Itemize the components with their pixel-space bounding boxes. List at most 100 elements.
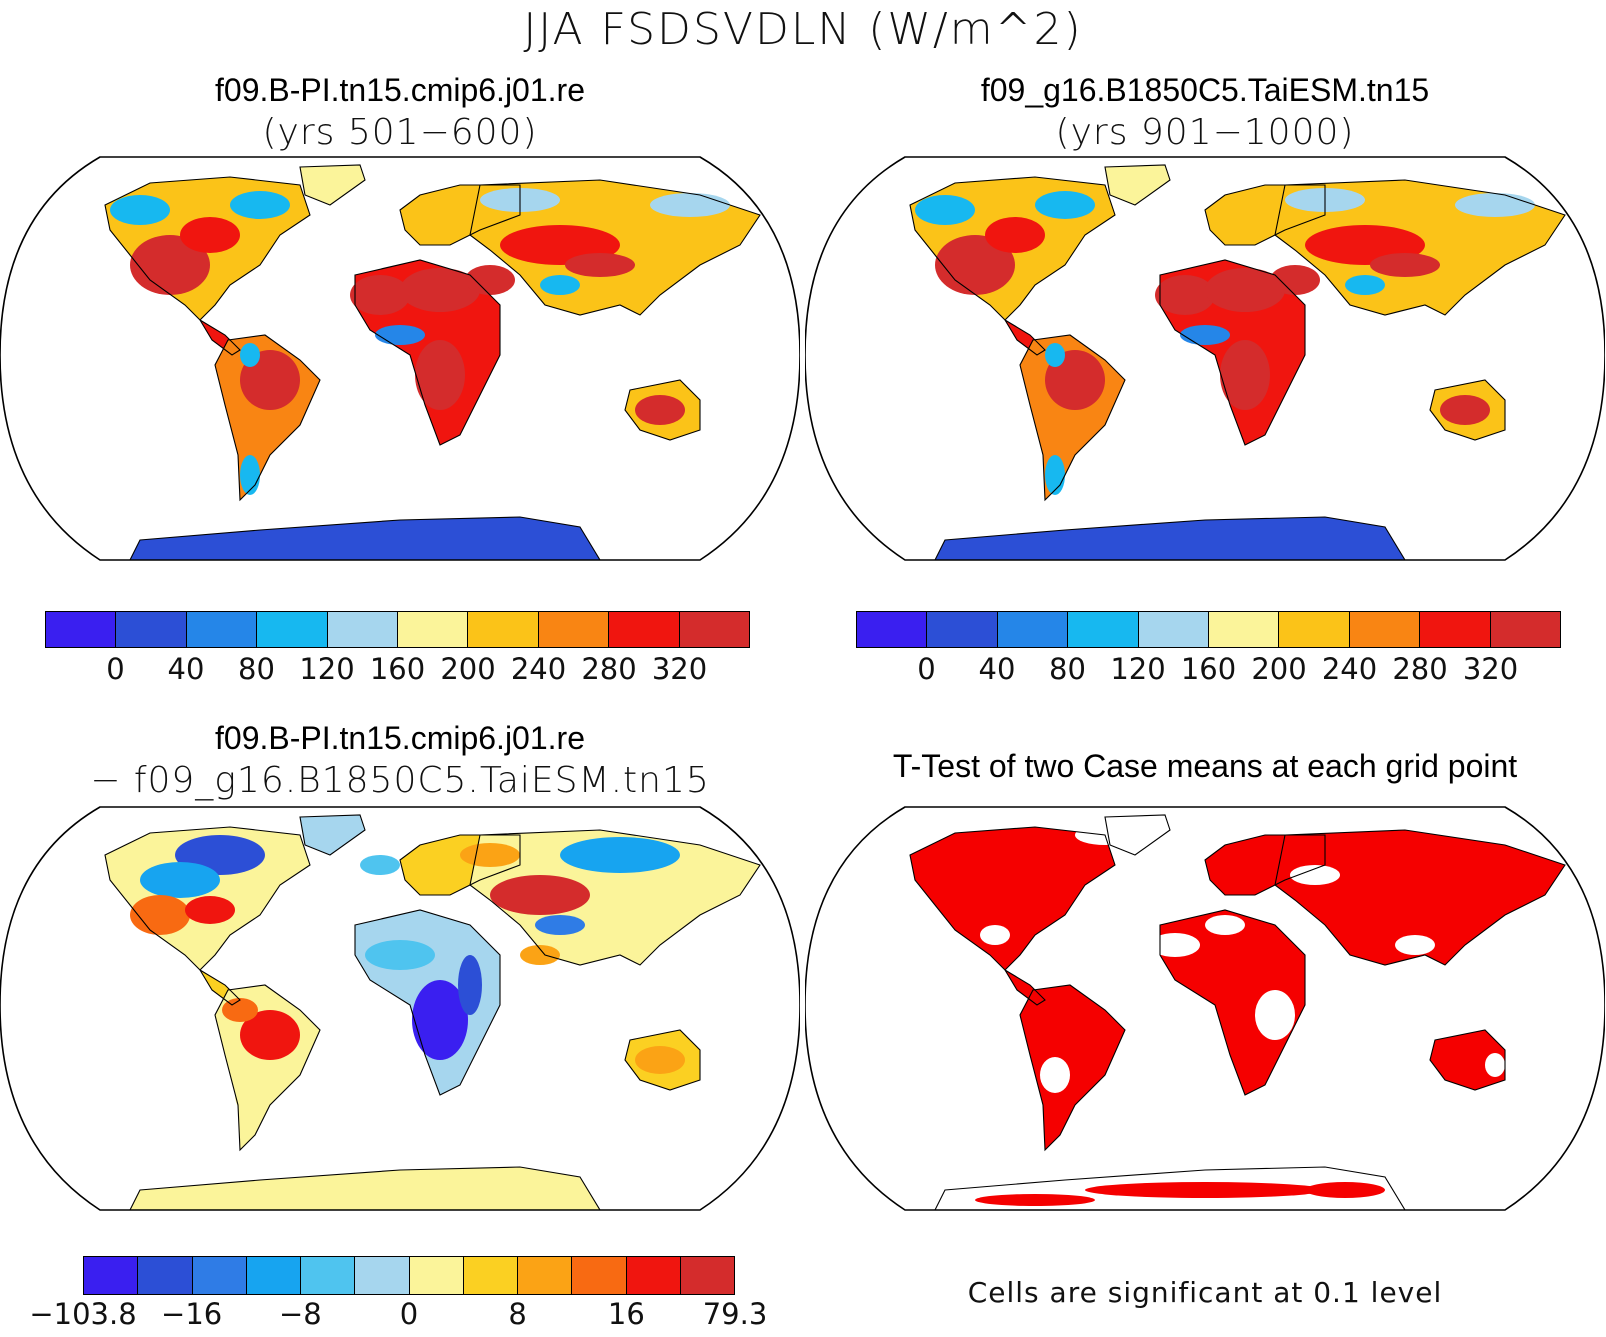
panel-subtitle-top-right: (yrs 901−1000) (1055, 112, 1355, 153)
field-patch (412, 980, 468, 1060)
colorbar-swatch (186, 612, 258, 647)
colorbar-swatch (301, 1257, 356, 1294)
map-top-left (0, 156, 800, 561)
coastline (909, 826, 1116, 971)
coastline (1019, 984, 1126, 1152)
field-patch (1370, 253, 1440, 277)
coastline (934, 1166, 1406, 1210)
colorbar-tick-label: 40 (167, 652, 205, 686)
colorbar-swatch (1209, 612, 1280, 647)
colorbar-tick-label: 320 (651, 652, 708, 686)
coastline (1104, 814, 1171, 856)
coastline (1159, 259, 1306, 446)
field-patch (975, 1194, 1095, 1206)
colorbar-tick-label: 40 (978, 652, 1016, 686)
field-patch (535, 915, 585, 935)
field-patch (365, 940, 435, 970)
field-patch (540, 275, 580, 295)
field-patch (1045, 455, 1065, 495)
colorbar-swatch (679, 612, 750, 647)
field-patch (1205, 915, 1245, 935)
colorbar-swatch (355, 1257, 410, 1294)
colorbar-top-left (45, 611, 750, 648)
map-bottom-right (805, 806, 1605, 1211)
colorbar-swatch (257, 612, 328, 647)
colorbar-bottom-left (83, 1256, 735, 1295)
field-patch (240, 343, 260, 367)
coastline (214, 984, 321, 1152)
coastline (1204, 834, 1326, 896)
coastline (199, 969, 241, 1006)
field-patch (1150, 933, 1200, 957)
coastline (1104, 164, 1171, 206)
colorbar-tick-label: 16 (607, 1297, 645, 1331)
colorbar-tick-label: −8 (278, 1297, 322, 1331)
field-patch (180, 217, 240, 253)
colorbar-swatch (572, 1257, 627, 1294)
field-patch (1220, 340, 1270, 410)
field-patch (1485, 1053, 1505, 1077)
coastline (1429, 1029, 1506, 1091)
panel-subtitle-top-left: (yrs 501−600) (262, 112, 538, 153)
field-patch (140, 862, 220, 898)
land-africa (1160, 910, 1305, 1095)
land-greenland (300, 165, 365, 205)
colorbar-swatch (398, 612, 469, 647)
coastline (129, 516, 601, 560)
coastline (624, 379, 701, 441)
field-patch (235, 1075, 265, 1115)
coastline (1204, 184, 1326, 246)
land-antarctica (130, 1167, 600, 1210)
land-antarctica (935, 517, 1405, 560)
coastline (399, 834, 521, 896)
land-greenland (1105, 165, 1170, 205)
field-patch (520, 945, 560, 965)
field-patch (635, 395, 685, 425)
map-top-right (805, 156, 1605, 561)
field-patch (350, 275, 410, 315)
coastline (909, 176, 1116, 321)
colorbar-swatch (468, 612, 539, 647)
colorbar-swatch (927, 612, 998, 647)
colorbar-tick-label: 0 (106, 652, 125, 686)
coastline (1274, 179, 1566, 316)
field-patch (185, 896, 235, 924)
colorbar-swatch (84, 1257, 139, 1294)
colorbar-swatch (463, 1257, 518, 1294)
colorbar-tick-label: 80 (238, 652, 275, 686)
colorbar-labels-top-right: 0 40 80 120 160 200 240 280 320 (856, 652, 1561, 692)
coastline (104, 176, 311, 321)
land-antarctica (130, 517, 600, 560)
colorbar-swatch (997, 612, 1069, 647)
field-patch (1205, 268, 1285, 312)
colorbar-tick-label: 8 (508, 1297, 527, 1331)
field-patch (415, 340, 465, 410)
land-greenland (1105, 815, 1170, 855)
coastline (469, 179, 761, 316)
colorbar-tick-label: 120 (299, 652, 355, 686)
field-patch (635, 1046, 685, 1074)
field-patch (560, 837, 680, 873)
colorbar-swatch (857, 612, 928, 647)
land-australia (1430, 1030, 1505, 1090)
coastline (299, 814, 366, 856)
coastline (399, 184, 521, 246)
colorbar-swatch (192, 1257, 247, 1294)
field-patch (1155, 275, 1215, 315)
field-patch (1270, 265, 1320, 295)
map-border (805, 806, 1605, 1211)
coastline (199, 319, 241, 356)
panel-title-top-left: f09.B-PI.tn15.cmip6.j01.re (215, 72, 585, 108)
colorbar-swatch (538, 612, 610, 647)
colorbar-swatch (1279, 612, 1350, 647)
colorbar-tick-label: 240 (1321, 652, 1378, 686)
field-patch (1290, 865, 1340, 885)
colorbar-labels-bottom-left: −103.8 −16 −8 0 8 16 79.3 (29, 1297, 767, 1337)
land-greenland (300, 815, 365, 855)
colorbar-swatch (116, 612, 187, 647)
field-patch (1045, 343, 1065, 367)
colorbar-labels-top-left: 0 40 80 120 160 200 240 280 320 (45, 652, 750, 692)
coastline (1004, 319, 1046, 356)
field-patch (1395, 935, 1435, 955)
colorbar-swatch (1138, 612, 1210, 647)
